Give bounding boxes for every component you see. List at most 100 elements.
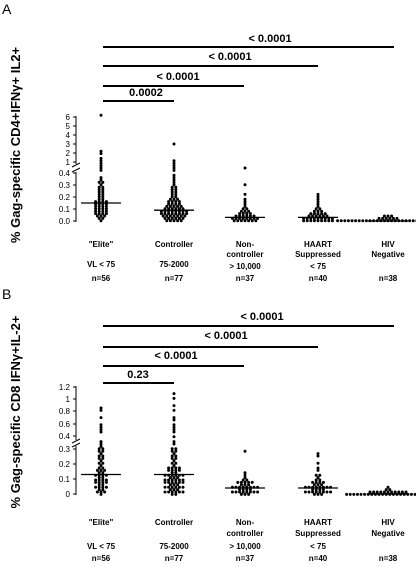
data-point <box>393 490 397 494</box>
data-point <box>243 192 247 196</box>
data-point <box>99 468 103 472</box>
data-point <box>104 480 108 484</box>
data-point <box>183 214 187 218</box>
data-point <box>239 209 243 213</box>
data-point <box>172 423 176 427</box>
data-point <box>236 219 240 223</box>
data-point <box>172 483 176 487</box>
data-point <box>239 492 243 496</box>
data-point <box>409 492 413 496</box>
panel-b-comparisons: 0.23 < 0.0001 < 0.0001 < 0.0001 <box>103 311 394 384</box>
data-point <box>314 207 318 211</box>
panel-a-tick-label: 2 <box>66 149 71 158</box>
data-point <box>316 492 320 496</box>
data-point <box>245 488 249 492</box>
data-point <box>321 480 325 484</box>
data-point <box>99 149 103 153</box>
data-point <box>316 192 320 196</box>
data-point <box>381 216 385 220</box>
data-point <box>311 488 315 492</box>
panel-a-group-name: Controller <box>155 240 193 249</box>
data-point <box>172 219 176 223</box>
data-point <box>174 190 178 194</box>
panel-a-upper-ticks: 1 2 3 4 5 6 <box>66 113 76 167</box>
data-point <box>382 490 386 494</box>
data-point <box>97 195 101 199</box>
panel-a-tick-label: 0.2 <box>59 193 71 202</box>
data-point <box>170 195 174 199</box>
data-point <box>320 212 324 216</box>
data-point <box>307 490 311 494</box>
data-point <box>99 152 103 156</box>
data-point <box>397 490 401 494</box>
data-point <box>167 485 171 489</box>
data-point <box>316 454 320 458</box>
panel-a-tick-label: 0.4 <box>59 169 71 178</box>
panel-b-p-value-elite-vs-noncontroller: < 0.0001 <box>154 350 197 362</box>
panel-a-group-name: Negative <box>371 250 405 259</box>
data-point <box>303 490 307 494</box>
data-point <box>316 219 320 223</box>
data-point <box>97 209 101 213</box>
panel-a-axis-break-mark <box>71 167 81 173</box>
data-point <box>316 197 320 201</box>
data-point <box>101 207 105 211</box>
data-point <box>101 188 105 192</box>
data-point <box>343 219 347 223</box>
data-point <box>350 219 354 223</box>
data-point <box>101 449 105 453</box>
data-point <box>243 449 247 453</box>
data-point <box>104 209 108 213</box>
data-point <box>177 478 181 482</box>
data-point <box>170 490 174 494</box>
data-point <box>174 490 178 494</box>
panel-b-tick-label: 1.2 <box>59 383 71 392</box>
data-point <box>97 204 101 208</box>
data-point <box>181 480 185 484</box>
panel-b-y-axis-label: % Gag-specific CD8 IFNγ+IL-2+ <box>8 315 23 508</box>
data-point <box>95 468 99 472</box>
data-point <box>101 471 105 475</box>
data-point <box>172 180 176 184</box>
data-point <box>170 456 174 460</box>
data-point <box>172 425 176 429</box>
data-point <box>163 212 167 216</box>
data-point <box>94 209 98 213</box>
data-point <box>346 219 350 223</box>
data-point <box>99 444 103 448</box>
panel-b-group-name: controller <box>227 529 264 538</box>
data-point <box>318 488 322 492</box>
data-point <box>172 464 176 468</box>
panel-b-group-info: > 10,000 <box>229 542 261 551</box>
data-point <box>170 185 174 189</box>
data-point <box>95 490 99 494</box>
data-point <box>312 492 316 496</box>
data-point <box>241 488 245 492</box>
data-point <box>167 216 171 220</box>
panel-a-p-value-elite-vs-controller: 0.0002 <box>129 87 163 99</box>
data-point <box>172 168 176 172</box>
panel-a-group-count: n=40 <box>309 274 328 283</box>
data-point <box>94 480 98 484</box>
data-point <box>97 480 101 484</box>
data-point <box>97 488 101 492</box>
data-point <box>101 212 105 216</box>
data-point <box>321 488 325 492</box>
data-point <box>174 468 178 472</box>
data-point <box>348 492 352 496</box>
data-point <box>167 212 171 216</box>
data-point <box>172 159 176 163</box>
data-point <box>311 490 315 494</box>
data-point <box>174 192 178 196</box>
data-point <box>386 214 390 218</box>
data-point <box>170 471 174 475</box>
panel-b-group-name: Controller <box>155 518 193 527</box>
data-point <box>243 483 247 487</box>
data-point <box>174 480 178 484</box>
data-point <box>323 212 327 216</box>
panel-b-tick-label: 0.4 <box>59 432 71 441</box>
panel-a-group-name: Suppressed <box>295 250 341 259</box>
data-point <box>382 214 386 218</box>
data-point <box>94 207 98 211</box>
data-point <box>177 485 181 489</box>
